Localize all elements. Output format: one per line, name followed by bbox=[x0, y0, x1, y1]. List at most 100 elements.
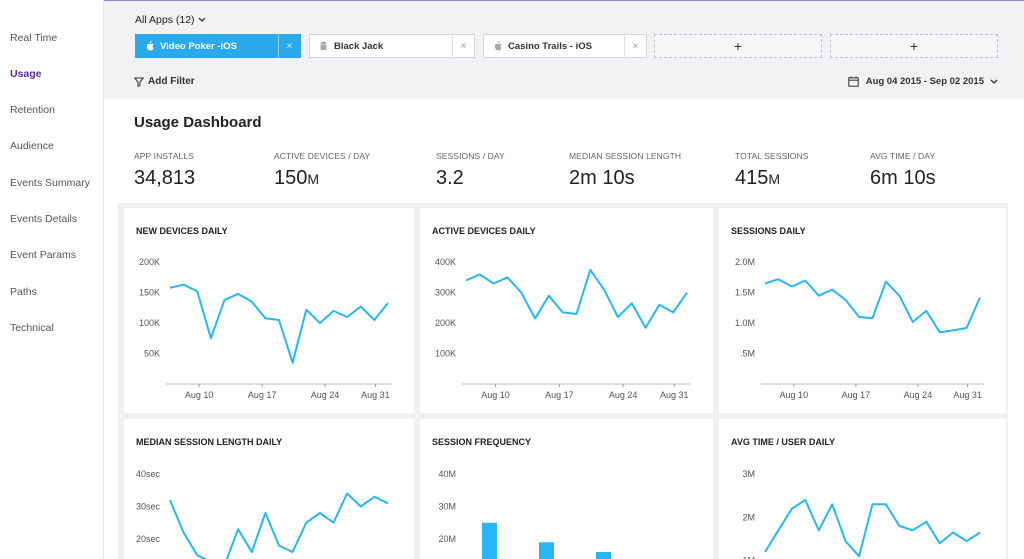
add-filter-button[interactable]: Add Filter bbox=[134, 76, 195, 87]
android-icon bbox=[316, 41, 330, 51]
chart-title: AVG TIME / USER DAILY bbox=[731, 437, 836, 447]
stat-value: 415M bbox=[735, 167, 781, 189]
app-tab-label: Video Poker -iOS bbox=[160, 40, 237, 52]
chart-title: ACTIVE DEVICES DAILY bbox=[432, 226, 536, 236]
y-tick-label: .5M bbox=[740, 349, 755, 359]
calendar-icon bbox=[848, 76, 859, 87]
sidebar-item-event-params[interactable]: Event Params bbox=[10, 249, 76, 261]
avg-time-per-user-daily-chart: 3M 2M 1M bbox=[742, 469, 981, 559]
app-tab-casino-trails[interactable]: Casino Trails - iOS × bbox=[483, 34, 647, 58]
bar bbox=[596, 552, 611, 559]
stat-sessions-per-day: SESSIONS / DAY 3.2 bbox=[436, 151, 505, 190]
stat-total-sessions: TOTAL SESSIONS 415M bbox=[735, 151, 809, 190]
y-tick-label: 20sec bbox=[136, 534, 161, 544]
add-app-button[interactable]: + bbox=[654, 34, 822, 58]
y-tick-label: 200K bbox=[435, 318, 456, 328]
y-tick-label: 30M bbox=[438, 502, 456, 512]
series-line bbox=[764, 499, 981, 558]
date-range-label: Aug 04 2015 - Sep 02 2015 bbox=[865, 76, 984, 87]
stat-app-installs: APP INSTALLS 34,813 bbox=[134, 151, 195, 190]
x-tick-label: Aug 17 bbox=[545, 390, 574, 400]
stat-avg-time-per-day: AVG TIME / DAY 6m 10s bbox=[870, 151, 936, 190]
x-tick-label: Aug 17 bbox=[842, 390, 871, 400]
app-tab-label: Black Jack bbox=[334, 40, 384, 52]
x-tick-label: Aug 31 bbox=[361, 390, 390, 400]
apple-icon bbox=[142, 41, 156, 51]
app-selector-bar: All Apps (12) Video Poker -iOS × Black J… bbox=[104, 0, 1024, 99]
stat-label: MEDIAN SESSION LENGTH bbox=[569, 151, 682, 161]
date-range-picker[interactable]: Aug 04 2015 - Sep 02 2015 bbox=[848, 76, 998, 87]
stat-value: 3.2 bbox=[436, 167, 464, 189]
sidebar-item-real-time[interactable]: Real Time bbox=[10, 32, 58, 44]
x-tick-label: Aug 31 bbox=[953, 390, 982, 400]
y-tick-label: 1.5M bbox=[735, 288, 755, 298]
app-tab-black-jack[interactable]: Black Jack × bbox=[309, 34, 475, 58]
y-tick-label: 3M bbox=[742, 469, 755, 479]
y-tick-label: 150K bbox=[139, 288, 160, 298]
series-line bbox=[169, 492, 389, 559]
x-tick-label: Aug 10 bbox=[481, 390, 510, 400]
sidebar-item-audience[interactable]: Audience bbox=[10, 140, 54, 152]
new-devices-daily-card: NEW DEVICES DAILY 200K 150K 100K 50K Aug 10 A… bbox=[124, 208, 414, 413]
series-line bbox=[764, 278, 981, 334]
sidebar-item-paths[interactable]: Paths bbox=[10, 286, 37, 298]
sidebar-item-retention[interactable]: Retention bbox=[10, 104, 55, 116]
filter-icon bbox=[134, 77, 144, 87]
y-tick-label: 30sec bbox=[136, 502, 161, 512]
close-icon[interactable]: × bbox=[452, 35, 474, 57]
y-tick-label: 40M bbox=[438, 469, 456, 479]
stat-label: SESSIONS / DAY bbox=[436, 151, 505, 161]
y-tick-label: 100K bbox=[139, 318, 160, 328]
bar bbox=[482, 522, 497, 559]
stat-value: 6m 10s bbox=[870, 167, 936, 189]
add-app-button[interactable]: + bbox=[830, 34, 998, 58]
sidebar-item-technical[interactable]: Technical bbox=[10, 322, 54, 334]
x-tick-label: Aug 10 bbox=[185, 390, 214, 400]
close-icon[interactable]: × bbox=[624, 35, 646, 57]
chart-title: SESSION FREQUENCY bbox=[432, 437, 532, 447]
y-tick-label: 100K bbox=[435, 349, 456, 359]
chevron-down-icon bbox=[198, 15, 206, 25]
y-tick-label: 20M bbox=[438, 534, 456, 544]
page-title: Usage Dashboard bbox=[134, 114, 262, 131]
sidebar-item-usage[interactable]: Usage bbox=[10, 68, 42, 80]
avg-time-per-user-daily-card: AVG TIME / USER DAILY 3M 2M 1M bbox=[719, 419, 1006, 559]
all-apps-label: All Apps (12) bbox=[135, 14, 195, 26]
stat-median-session-length: MEDIAN SESSION LENGTH 2m 10s bbox=[569, 151, 681, 190]
all-apps-dropdown[interactable]: All Apps (12) bbox=[135, 14, 206, 26]
app-tab-video-poker[interactable]: Video Poker -iOS × bbox=[135, 34, 301, 58]
main-content: Usage Dashboard APP INSTALLS 34,813 ACTI… bbox=[104, 99, 1024, 559]
bar bbox=[539, 542, 554, 559]
x-tick-label: Aug 24 bbox=[311, 390, 340, 400]
x-tick-label: Aug 17 bbox=[248, 390, 277, 400]
sidebar-item-events-details[interactable]: Events Details bbox=[10, 213, 78, 225]
chart-title: NEW DEVICES DAILY bbox=[136, 226, 228, 236]
close-icon[interactable]: × bbox=[278, 35, 300, 57]
stat-label: TOTAL SESSIONS bbox=[735, 151, 809, 161]
stat-value: 2m 10s bbox=[569, 167, 635, 189]
active-devices-daily-chart: 400K 300K 200K 100K Aug 10 Aug 17 Aug 24 Aug 31 bbox=[435, 257, 691, 400]
chart-title: MEDIAN SESSION LENGTH DAILY bbox=[136, 437, 283, 447]
y-tick-label: 1M bbox=[742, 556, 755, 559]
sessions-daily-card: SESSIONS DAILY 2.0M 1.5M 1.0M .5M Aug 10 Aug … bbox=[719, 208, 1006, 413]
x-tick-label: Aug 31 bbox=[660, 390, 689, 400]
new-devices-daily-chart: 200K 150K 100K 50K Aug 10 Aug 17 Aug 24 Aug 31 bbox=[139, 257, 392, 400]
sidebar-item-events-summary[interactable]: Events Summary bbox=[10, 177, 90, 189]
stat-label: ACTIVE DEVICES / DAY bbox=[274, 151, 371, 161]
add-filter-label: Add Filter bbox=[148, 76, 195, 87]
app-tab-label: Casino Trails - iOS bbox=[508, 40, 592, 52]
active-devices-daily-card: ACTIVE DEVICES DAILY 400K 300K 200K 100K Aug… bbox=[420, 208, 713, 413]
stat-active-devices: ACTIVE DEVICES / DAY 150M bbox=[274, 151, 370, 190]
median-session-length-daily-chart: 40sec30sec20sec10sec bbox=[136, 469, 389, 559]
x-tick-label: Aug 24 bbox=[609, 390, 638, 400]
y-tick-label: 40sec bbox=[136, 469, 161, 479]
y-tick-label: 2M bbox=[742, 512, 755, 522]
chevron-down-icon bbox=[990, 79, 998, 85]
y-tick-label: 200K bbox=[139, 257, 160, 267]
apple-icon bbox=[490, 41, 504, 51]
y-tick-label: 300K bbox=[435, 288, 456, 298]
stat-label: AVG TIME / DAY bbox=[870, 151, 936, 161]
y-tick-label: 2.0M bbox=[735, 257, 755, 267]
sidebar: Real Time Usage Retention Audience Event… bbox=[0, 0, 104, 559]
y-tick-label: 400K bbox=[435, 257, 456, 267]
